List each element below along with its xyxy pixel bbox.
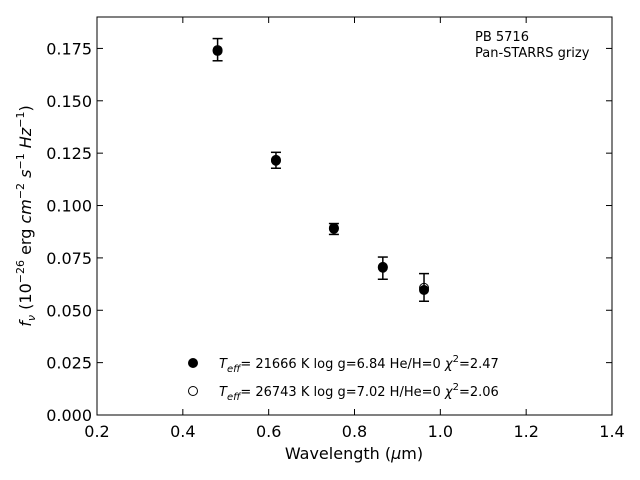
- y-tick-label: 0.100: [46, 197, 92, 216]
- model-point-open: [212, 45, 223, 56]
- x-tick-label: 1.0: [428, 422, 453, 441]
- x-tick-label: 0.2: [84, 422, 109, 441]
- x-axis-label: Wavelength (μm): [285, 444, 423, 463]
- legend-entry-1: Teff= 21666 K log g=6.84 He/H=0 χ2=2.47: [219, 354, 499, 375]
- model-point-open: [270, 154, 281, 165]
- y-tick-label: 0.175: [46, 39, 92, 58]
- model-point-filled: [328, 223, 339, 234]
- x-tick-label: 0.6: [256, 422, 281, 441]
- model-point-filled: [212, 45, 223, 56]
- x-tick-label: 0.8: [342, 422, 367, 441]
- data-points: [212, 37, 430, 303]
- legend: Teff= 21666 K log g=6.84 He/H=0 χ2=2.47 …: [188, 354, 499, 403]
- y-tick-label: 0.075: [46, 249, 92, 268]
- y-tick-label: 0.025: [46, 354, 92, 373]
- legend-marker-filled: [188, 358, 198, 368]
- y-tick-label: 0.150: [46, 92, 92, 111]
- y-tick-label: 0.050: [46, 301, 92, 320]
- model-point-filled: [377, 262, 388, 273]
- model-point-filled: [419, 284, 430, 295]
- x-tick-label: 1.4: [599, 422, 624, 441]
- annotation-object-name: PB 5716: [475, 30, 529, 45]
- model-point-open: [419, 282, 430, 293]
- legend-marker-open: [188, 386, 198, 396]
- model-point-open: [328, 222, 339, 233]
- plot-frame: [96, 16, 613, 416]
- legend-entry-2: Teff= 26743 K log g=7.02 H/He=0 χ2=2.06: [219, 382, 499, 403]
- axis-ticks: 0.2 0.4 0.6 0.8 1.0 1.2 1.4 0.000 0.025 0.050 0.07…: [46, 17, 625, 441]
- model-point-filled: [270, 155, 281, 166]
- y-tick-label: 0.000: [46, 406, 92, 425]
- x-tick-label: 0.4: [170, 422, 195, 441]
- model-point-open: [377, 261, 388, 272]
- y-tick-label: 0.125: [46, 144, 92, 163]
- y-axis-label: fν (10−26 erg cm−2 s−1 Hz−1): [14, 105, 38, 326]
- x-tick-label: 1.2: [513, 422, 538, 441]
- annotation-survey: Pan-STARRS grizy: [475, 46, 590, 61]
